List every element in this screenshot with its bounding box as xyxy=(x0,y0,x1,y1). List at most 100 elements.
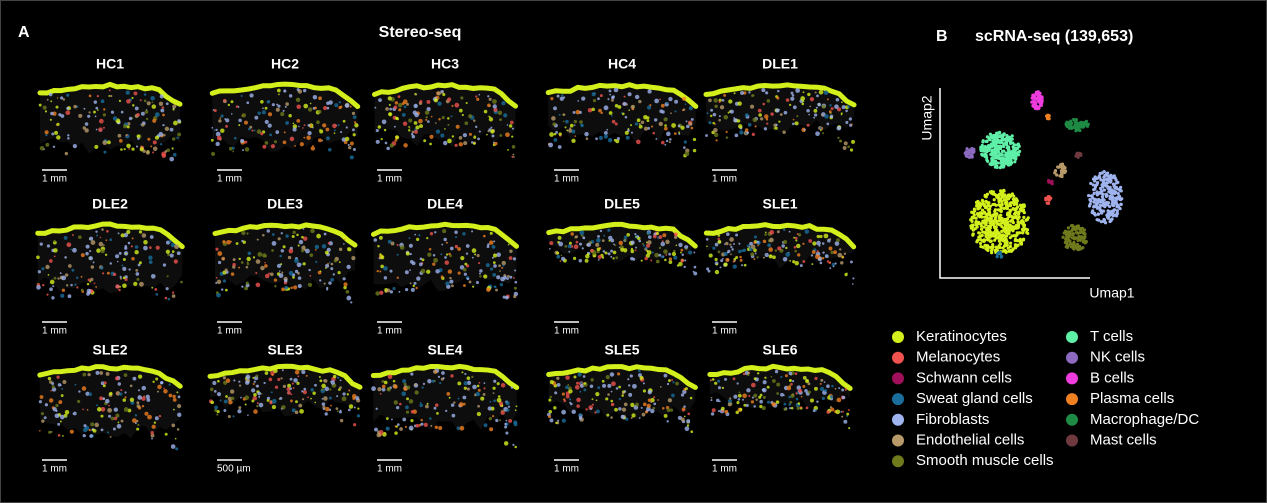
umap-cell xyxy=(1076,238,1080,242)
umap-cell xyxy=(992,202,997,206)
cell-dot xyxy=(821,396,825,401)
cell-dot xyxy=(136,401,140,405)
cell-dot xyxy=(426,269,431,274)
cell-dot xyxy=(218,119,222,123)
cell-dot xyxy=(251,129,254,132)
umap-cell xyxy=(1001,144,1006,148)
cell-dot xyxy=(690,126,694,130)
cell-dot xyxy=(581,247,584,250)
cell-dot xyxy=(71,234,74,237)
cell-dot xyxy=(714,381,718,385)
cell-dot xyxy=(379,393,382,395)
legend-label: Fibroblasts xyxy=(916,411,989,428)
cell-dot xyxy=(211,127,214,129)
cell-dot xyxy=(380,137,383,141)
cell-dot xyxy=(249,93,254,98)
cell-dot xyxy=(470,141,474,144)
cell-dot xyxy=(510,386,514,389)
cell-dot xyxy=(718,115,721,118)
cell-dot xyxy=(60,114,65,118)
cell-dot xyxy=(260,393,263,395)
cell-dot xyxy=(638,99,642,104)
cell-dot xyxy=(337,124,340,127)
umap-cell xyxy=(985,139,989,144)
cell-dot xyxy=(499,134,503,137)
cell-dot xyxy=(790,91,794,95)
umap-cell xyxy=(1015,202,1019,206)
cell-dot xyxy=(411,134,416,139)
cell-dot xyxy=(99,236,102,239)
cell-dot xyxy=(819,126,822,130)
cell-dot xyxy=(760,117,764,121)
cell-dot xyxy=(795,239,798,242)
cell-dot xyxy=(255,374,259,378)
cell-dot xyxy=(459,265,465,270)
cell-dot xyxy=(565,394,570,399)
cell-dot xyxy=(586,242,592,247)
cell-dot xyxy=(90,240,96,245)
cell-dot xyxy=(49,380,53,384)
cell-dot xyxy=(652,234,657,239)
cell-dot xyxy=(719,266,722,269)
tissue-section xyxy=(370,221,520,300)
umap-cell xyxy=(1105,177,1109,181)
cell-dot xyxy=(463,381,468,386)
cell-dot xyxy=(493,379,497,383)
cell-dot xyxy=(291,382,294,385)
cell-dot xyxy=(169,253,174,258)
cell-dot xyxy=(389,269,393,273)
cell-dot xyxy=(159,94,164,99)
cell-dot xyxy=(790,406,794,410)
umap-cell xyxy=(1002,142,1006,146)
cell-dot xyxy=(303,88,307,93)
cell-dot xyxy=(625,417,629,421)
cell-dot xyxy=(228,399,233,405)
umap-cell xyxy=(1008,244,1013,249)
cell-dot xyxy=(809,97,815,102)
cell-dot xyxy=(655,137,658,140)
cell-dot xyxy=(494,141,498,146)
cell-dot xyxy=(777,246,782,251)
umap-cell xyxy=(994,225,998,229)
cell-dot xyxy=(739,407,743,412)
cell-dot xyxy=(724,377,728,381)
cell-dot xyxy=(348,404,354,409)
tissue-section xyxy=(370,363,520,449)
cell-dot xyxy=(96,404,99,407)
cell-dot xyxy=(638,239,642,243)
cell-dot xyxy=(714,242,719,247)
cell-dot xyxy=(244,147,250,152)
umap-cell xyxy=(1006,212,1010,216)
cell-dot xyxy=(60,96,64,100)
umap-cell xyxy=(979,227,984,231)
umap-cell xyxy=(1097,191,1101,195)
cell-dot xyxy=(64,256,67,259)
umap-cell xyxy=(986,203,991,208)
cell-dot xyxy=(496,275,501,280)
cell-dot xyxy=(413,103,418,109)
cell-dot xyxy=(568,389,573,394)
cell-dot xyxy=(610,255,613,258)
cell-dot xyxy=(804,229,810,234)
cell-dot xyxy=(214,408,218,412)
cell-dot xyxy=(264,106,268,110)
cell-dot xyxy=(739,258,743,262)
cell-dot xyxy=(635,246,638,249)
umap-cell xyxy=(996,153,1001,158)
cell-dot xyxy=(94,115,97,118)
cell-dot xyxy=(665,254,668,256)
cell-dot xyxy=(253,380,256,383)
epidermis xyxy=(703,222,857,250)
cell-dot xyxy=(168,240,172,243)
cell-dot xyxy=(838,139,843,143)
cell-dot xyxy=(325,406,330,412)
cell-dot xyxy=(330,277,335,282)
umap-cell xyxy=(970,146,974,151)
cell-dot xyxy=(835,409,841,415)
cell-dot xyxy=(381,384,386,389)
cell-dot xyxy=(659,386,662,388)
cell-dot xyxy=(146,101,151,106)
cell-dot xyxy=(141,396,146,401)
cell-dot xyxy=(495,418,499,423)
cell-dot xyxy=(233,379,236,382)
